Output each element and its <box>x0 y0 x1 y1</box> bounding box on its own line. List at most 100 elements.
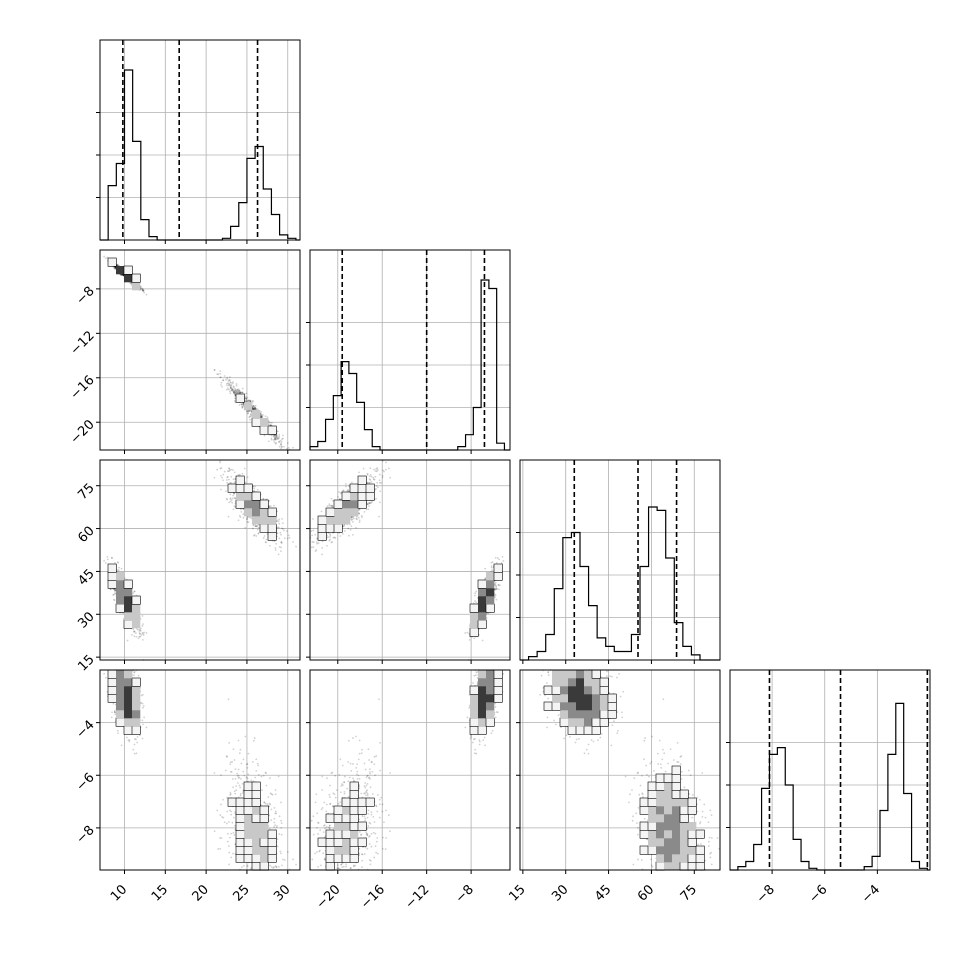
sample-point <box>246 393 248 395</box>
sample-point <box>361 516 363 518</box>
sample-point <box>280 442 282 444</box>
sample-point <box>355 518 357 520</box>
density-cell <box>268 532 276 540</box>
sample-point <box>248 410 250 412</box>
sample-point <box>338 491 340 493</box>
sample-point <box>257 489 259 491</box>
sample-point <box>318 542 320 544</box>
sample-point <box>498 558 500 560</box>
sample-point <box>378 516 380 518</box>
sample-point <box>114 562 116 564</box>
sample-point <box>143 634 145 636</box>
sample-point <box>277 430 279 432</box>
panel-frame-1-1 <box>310 250 510 450</box>
sample-point <box>142 707 144 709</box>
sample-point <box>235 392 237 394</box>
sample-point <box>316 543 318 545</box>
sample-point <box>389 477 391 479</box>
sample-point <box>226 479 228 481</box>
sample-point <box>270 505 272 507</box>
sample-point <box>214 369 216 371</box>
sample-point <box>138 636 140 638</box>
sample-point <box>358 517 360 519</box>
sample-point <box>287 442 289 444</box>
sample-point <box>494 585 496 587</box>
sample-point <box>368 482 370 484</box>
sample-point <box>267 416 269 418</box>
sample-point <box>249 419 251 421</box>
sample-point <box>137 629 139 631</box>
sample-point <box>495 582 497 584</box>
y-tick-label: 15 <box>75 652 97 674</box>
density-cell <box>342 516 350 524</box>
sample-point <box>240 391 242 393</box>
sample-point <box>310 530 312 532</box>
density-cell <box>244 508 252 516</box>
sample-point <box>247 476 249 478</box>
sample-point <box>229 391 231 393</box>
density-cell <box>236 394 244 402</box>
sample-point <box>253 524 255 526</box>
sample-point <box>242 513 244 515</box>
sample-point <box>355 527 357 529</box>
sample-point <box>474 592 476 594</box>
sample-point <box>491 562 493 564</box>
sample-point <box>278 436 280 438</box>
sample-point <box>295 546 297 548</box>
density-cell <box>260 516 268 524</box>
sample-point <box>388 468 390 470</box>
sample-point <box>131 634 133 636</box>
sample-point <box>374 479 376 481</box>
density-cell <box>326 508 334 516</box>
sample-point <box>236 383 238 385</box>
sample-point <box>275 549 277 551</box>
sample-point <box>282 522 284 524</box>
sample-point <box>240 511 242 513</box>
density-cell <box>132 612 140 620</box>
sample-point <box>255 525 257 527</box>
sample-point <box>467 632 469 634</box>
sample-point <box>142 288 144 290</box>
density-cell <box>108 564 116 572</box>
sample-point <box>283 446 285 448</box>
density-cell <box>342 508 350 516</box>
density-cell <box>124 266 132 274</box>
sample-point <box>496 562 498 564</box>
sample-point <box>233 391 235 393</box>
sample-point <box>289 537 291 539</box>
panel-frame-2-2 <box>520 460 720 660</box>
density-cell <box>478 596 486 604</box>
sample-point <box>351 482 353 484</box>
density-cell <box>260 500 268 508</box>
density-cell <box>478 620 486 628</box>
density-cell <box>358 500 366 508</box>
sample-point <box>242 473 244 475</box>
sample-point <box>246 518 248 520</box>
sample-point <box>347 528 349 530</box>
sample-point <box>282 434 284 436</box>
sample-point <box>274 438 276 440</box>
sample-point <box>371 481 373 483</box>
sample-point <box>121 568 123 570</box>
sample-point <box>278 523 280 525</box>
sample-point <box>280 534 282 536</box>
sample-point <box>111 716 113 718</box>
sample-point <box>143 632 145 634</box>
sample-point <box>265 415 267 417</box>
density-cell <box>334 508 342 516</box>
density-cell <box>252 500 260 508</box>
sample-point <box>134 631 136 633</box>
sample-point <box>142 623 144 625</box>
sample-point <box>337 496 339 498</box>
sample-point <box>273 441 275 443</box>
sample-point <box>142 632 144 634</box>
sample-point <box>369 467 371 469</box>
sample-point <box>228 389 230 391</box>
sample-point <box>385 462 387 464</box>
sample-point <box>228 501 230 503</box>
sample-point <box>286 530 288 532</box>
sample-point <box>292 447 294 449</box>
density-cell <box>366 484 374 492</box>
density-cell <box>334 524 342 532</box>
sample-point <box>273 505 275 507</box>
